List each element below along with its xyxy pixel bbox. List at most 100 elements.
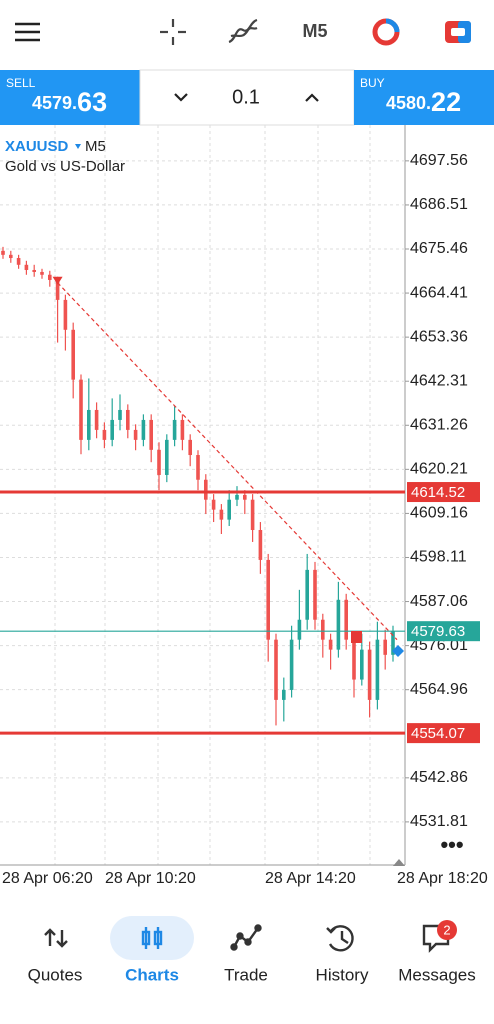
y-tick-label: 4697.56 [410, 152, 468, 169]
order-marker [351, 631, 362, 643]
buy-button[interactable] [354, 70, 494, 125]
candle-body [94, 409, 99, 430]
candle-body [375, 639, 380, 700]
candle-body [258, 530, 263, 560]
chart-timeframe: M5 [85, 138, 106, 155]
candle-body [282, 689, 286, 700]
nav-label[interactable]: History [316, 965, 369, 984]
y-tick-label: 4620.21 [410, 461, 468, 478]
sell-label: SELL [6, 76, 36, 90]
candle-body [266, 559, 270, 640]
nav-label[interactable]: Trade [224, 965, 268, 984]
lot-decrease[interactable] [174, 93, 188, 102]
candle-body [196, 455, 200, 480]
vertical-grid [54, 125, 371, 865]
symbol-dropdown[interactable] [75, 144, 81, 149]
candle-body [211, 499, 216, 510]
candle-body [180, 419, 185, 440]
nav-label[interactable]: Messages [398, 965, 475, 984]
candle-body [305, 569, 309, 620]
trade-bar: SELL 4579.63 0.1 BUY 4580.22 [0, 69, 494, 126]
candle-body [250, 499, 255, 531]
candle-body [313, 569, 317, 620]
candle-body [102, 429, 107, 440]
crosshair-button[interactable] [160, 19, 186, 45]
trend-line [57, 282, 398, 641]
bottom-nav: 2 [44, 916, 457, 960]
candle-body [118, 409, 122, 420]
candle-body [204, 479, 208, 500]
candle-body [71, 329, 75, 380]
sell-button[interactable] [0, 70, 140, 125]
nav-label[interactable]: Quotes [28, 965, 83, 984]
candle-body [9, 254, 13, 259]
active-tab-highlight [110, 916, 194, 960]
candle-body [297, 619, 302, 640]
trade-icon[interactable] [230, 924, 262, 951]
y-tick-label: 4609.16 [410, 505, 468, 522]
candle-body [157, 449, 161, 475]
indicators-button[interactable] [228, 18, 258, 44]
y-tick-label: 4686.51 [410, 196, 468, 213]
symbol-description: Gold vs US-Dollar [5, 158, 125, 175]
y-tick-label: 4675.46 [410, 240, 468, 257]
candle-body [274, 639, 278, 700]
trade-panel-button[interactable] [445, 21, 471, 43]
candle-body [360, 649, 364, 680]
nav-label[interactable]: Charts [125, 965, 179, 984]
candle-body [243, 494, 247, 500]
x-tick-label: 28 Apr 06:20 [2, 870, 93, 887]
one-click-trading-button[interactable] [372, 18, 400, 46]
candle-body [289, 639, 294, 690]
buy-price: 4580.22 [386, 87, 461, 117]
price-level-tag [407, 621, 480, 642]
candle-body [367, 649, 372, 700]
price-level-label: 4614.52 [411, 484, 465, 501]
more-button[interactable]: ••• [440, 832, 463, 857]
y-tick-label: 4642.31 [410, 372, 468, 389]
candle-body [63, 299, 68, 330]
menu-button[interactable] [15, 22, 40, 42]
sell-price-main: 4579. [32, 93, 77, 113]
buy-price-big: 22 [431, 87, 461, 117]
quotes-icon[interactable] [44, 928, 68, 948]
candle-body [40, 271, 44, 275]
x-tick-label: 28 Apr 18:20 [397, 870, 488, 887]
price-level-tag [407, 482, 480, 503]
x-tick-label: 28 Apr 14:20 [265, 870, 356, 887]
candle-body [227, 499, 231, 520]
y-tick-label: 4531.81 [410, 813, 468, 830]
lot-value[interactable]: 0.1 [232, 86, 260, 108]
y-tick-label: 4598.11 [410, 549, 467, 566]
history-icon[interactable] [326, 925, 354, 952]
buy-label: BUY [360, 76, 385, 90]
messages-icon[interactable]: 2 [422, 920, 457, 953]
candle-body [32, 269, 36, 272]
candle-body [344, 599, 348, 640]
candle-body [24, 264, 29, 270]
y-tick-label: 4664.41 [410, 284, 468, 301]
candle-body [336, 599, 341, 650]
sell-price-big: 63 [77, 87, 107, 117]
symbol[interactable]: XAUUSD [5, 138, 69, 155]
timeframe-button[interactable]: M5 [302, 21, 327, 41]
candle-body [328, 639, 333, 650]
sell-price: 4579.63 [32, 87, 107, 117]
candle-body [87, 409, 91, 440]
charts-icon[interactable] [141, 927, 163, 949]
candle-body [391, 631, 395, 655]
candle-body [1, 250, 5, 255]
toolbar: M5 [15, 18, 471, 46]
candle-body [55, 279, 60, 300]
candle-body [79, 379, 83, 440]
y-tick-label: 4564.96 [410, 681, 468, 698]
candle-body [321, 619, 325, 640]
candle-body [126, 409, 130, 430]
candle-body [352, 639, 356, 680]
lot-increase[interactable] [305, 93, 319, 102]
messages-badge: 2 [443, 922, 450, 937]
candle-body [133, 429, 138, 440]
y-tick-label: 4542.86 [410, 769, 468, 786]
